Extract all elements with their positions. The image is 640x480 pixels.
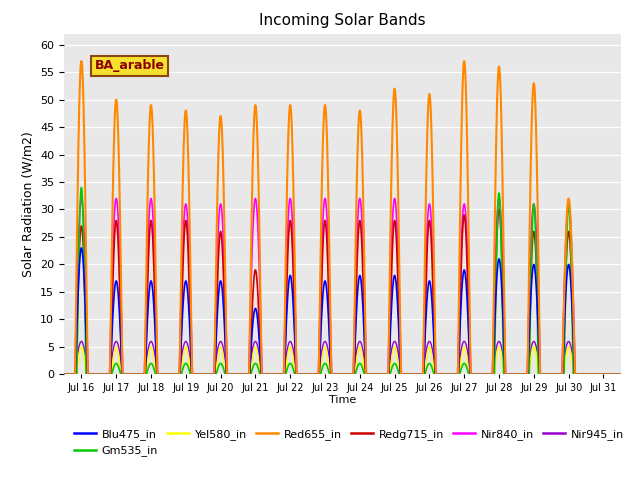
Title: Incoming Solar Bands: Incoming Solar Bands bbox=[259, 13, 426, 28]
X-axis label: Time: Time bbox=[329, 395, 356, 405]
Legend: Blu475_in, Gm535_in, Yel580_in, Red655_in, Redg715_in, Nir840_in, Nir945_in: Blu475_in, Gm535_in, Yel580_in, Red655_i… bbox=[70, 425, 628, 461]
Text: BA_arable: BA_arable bbox=[95, 60, 164, 72]
Y-axis label: Solar Radiation (W/m2): Solar Radiation (W/m2) bbox=[22, 131, 35, 277]
